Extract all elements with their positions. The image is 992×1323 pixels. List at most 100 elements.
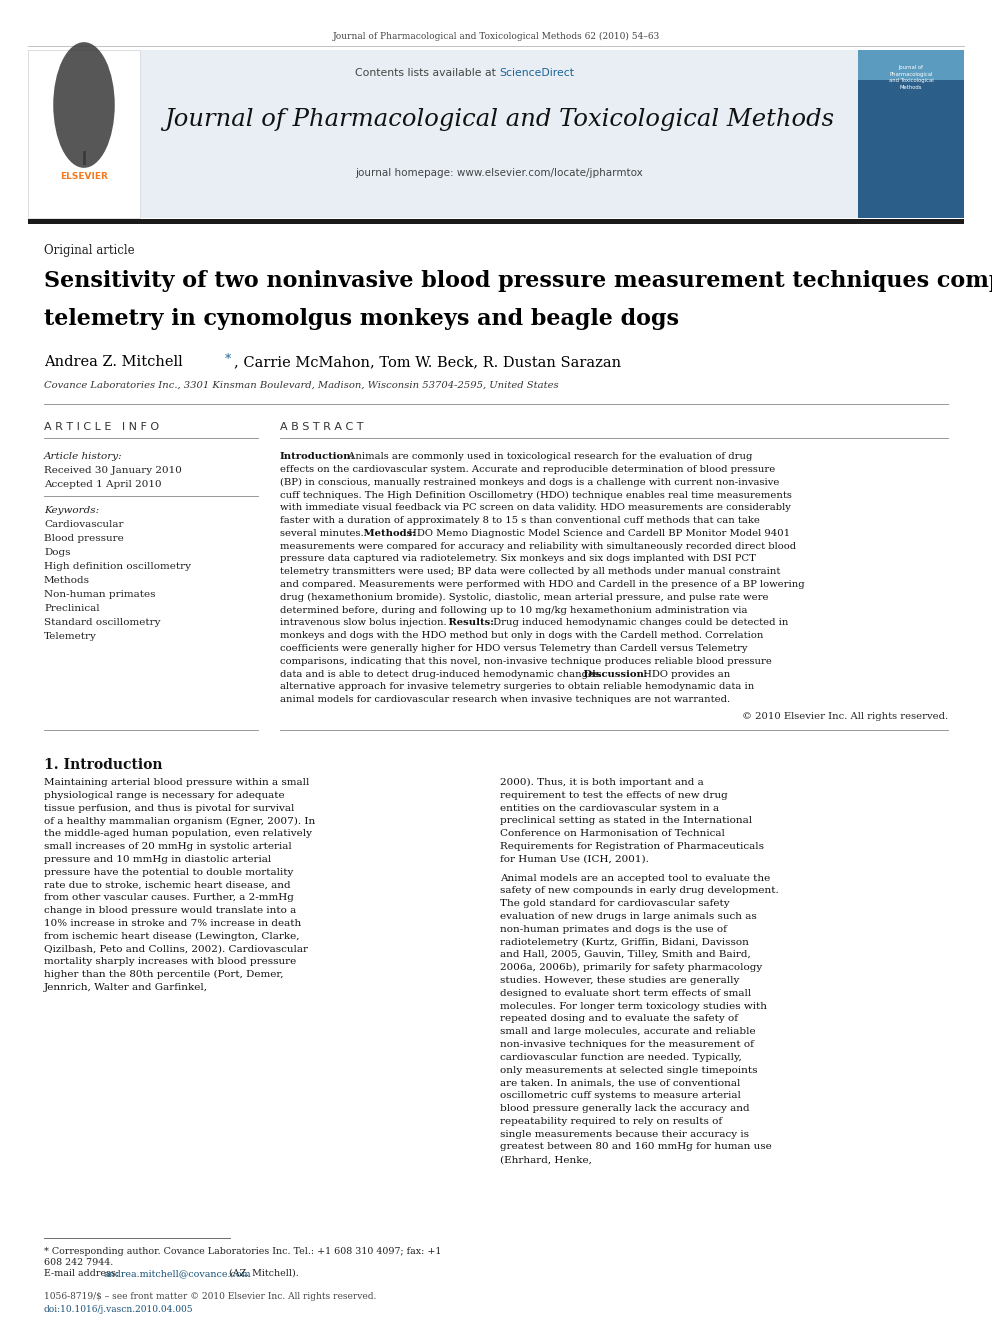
Text: with immediate visual feedback via PC screen on data validity. HDO measurements : with immediate visual feedback via PC sc… [280, 503, 791, 512]
Text: Methods:: Methods: [360, 529, 416, 538]
Bar [858, 50, 964, 218]
Text: Received 30 January 2010: Received 30 January 2010 [44, 466, 182, 475]
Text: ELSEVIER: ELSEVIER [61, 172, 108, 181]
Text: molecules. For longer term toxicology studies with: molecules. For longer term toxicology st… [500, 1002, 767, 1011]
Text: E-mail address:: E-mail address: [44, 1269, 122, 1278]
Text: from other vascular causes. Further, a 2-mmHg: from other vascular causes. Further, a 2… [44, 893, 294, 902]
Text: ScienceDirect: ScienceDirect [499, 67, 574, 78]
Text: blood pressure generally lack the accuracy and: blood pressure generally lack the accura… [500, 1103, 750, 1113]
Text: entities on the cardiovascular system in a: entities on the cardiovascular system in… [500, 803, 719, 812]
Text: © 2010 Elsevier Inc. All rights reserved.: © 2010 Elsevier Inc. All rights reserved… [742, 712, 948, 721]
Text: Standard oscillometry: Standard oscillometry [44, 618, 161, 627]
Text: animal models for cardiovascular research when invasive techniques are not warra: animal models for cardiovascular researc… [280, 695, 730, 704]
Text: telemetry transmitters were used; BP data were collected by all methods under ma: telemetry transmitters were used; BP dat… [280, 568, 781, 577]
Text: HDO provides an: HDO provides an [640, 669, 730, 679]
Text: designed to evaluate short term effects of small: designed to evaluate short term effects … [500, 988, 751, 998]
Text: rate due to stroke, ischemic heart disease, and: rate due to stroke, ischemic heart disea… [44, 880, 291, 889]
Text: monkeys and dogs with the HDO method but only in dogs with the Cardell method. C: monkeys and dogs with the HDO method but… [280, 631, 764, 640]
Text: HDO Memo Diagnostic Model Science and Cardell BP Monitor Model 9401: HDO Memo Diagnostic Model Science and Ca… [405, 529, 790, 538]
Text: Telemetry: Telemetry [44, 632, 97, 642]
Text: Cardiovascular: Cardiovascular [44, 520, 123, 529]
Text: cuff techniques. The High Definition Oscillometry (HDO) technique enables real t: cuff techniques. The High Definition Osc… [280, 491, 792, 500]
Text: 1. Introduction: 1. Introduction [44, 758, 163, 773]
Text: High definition oscillometry: High definition oscillometry [44, 562, 191, 572]
Text: repeatability required to rely on results of: repeatability required to rely on result… [500, 1117, 722, 1126]
Text: A B S T R A C T: A B S T R A C T [280, 422, 363, 433]
Text: The gold standard for cardiovascular safety: The gold standard for cardiovascular saf… [500, 900, 730, 908]
Text: Journal of
Pharmacological
and Toxicological
Methods: Journal of Pharmacological and Toxicolog… [889, 65, 933, 90]
Text: and compared. Measurements were performed with HDO and Cardell in the presence o: and compared. Measurements were performe… [280, 579, 805, 589]
Text: only measurements at selected single timepoints: only measurements at selected single tim… [500, 1065, 758, 1074]
Text: are taken. In animals, the use of conventional: are taken. In animals, the use of conven… [500, 1078, 740, 1088]
Text: Journal of Pharmacological and Toxicological Methods 62 (2010) 54–63: Journal of Pharmacological and Toxicolog… [332, 32, 660, 41]
Text: Keywords:: Keywords: [44, 505, 99, 515]
Ellipse shape [54, 42, 115, 168]
Text: alternative approach for invasive telemetry surgeries to obtain reliable hemodyn: alternative approach for invasive teleme… [280, 683, 754, 692]
Text: Contents lists available at: Contents lists available at [354, 67, 499, 78]
Text: greatest between 80 and 160 mmHg for human use: greatest between 80 and 160 mmHg for hum… [500, 1142, 772, 1151]
Text: several minutes.: several minutes. [280, 529, 364, 538]
Text: journal homepage: www.elsevier.com/locate/jpharmtox: journal homepage: www.elsevier.com/locat… [355, 168, 643, 179]
Text: small increases of 20 mmHg in systolic arterial: small increases of 20 mmHg in systolic a… [44, 841, 292, 851]
Text: Blood pressure: Blood pressure [44, 534, 124, 542]
Text: Andrea Z. Mitchell: Andrea Z. Mitchell [44, 355, 187, 369]
Text: studies. However, these studies are generally: studies. However, these studies are gene… [500, 976, 739, 986]
Text: Article history:: Article history: [44, 452, 123, 460]
Text: Animals are commonly used in toxicological research for the evaluation of drug: Animals are commonly used in toxicologic… [345, 452, 752, 460]
Text: of a healthy mammalian organism (Egner, 2007). In: of a healthy mammalian organism (Egner, … [44, 816, 315, 826]
Bar [28, 220, 964, 224]
Text: , Carrie McMahon, Tom W. Beck, R. Dustan Sarazan: , Carrie McMahon, Tom W. Beck, R. Dustan… [234, 355, 621, 369]
Text: A R T I C L E   I N F O: A R T I C L E I N F O [44, 422, 159, 433]
Text: intravenous slow bolus injection.: intravenous slow bolus injection. [280, 618, 446, 627]
Text: doi:10.1016/j.vascn.2010.04.005: doi:10.1016/j.vascn.2010.04.005 [44, 1304, 193, 1314]
Text: andrea.mitchell@covance.com: andrea.mitchell@covance.com [104, 1269, 252, 1278]
Text: (BP) in conscious, manually restrained monkeys and dogs is a challenge with curr: (BP) in conscious, manually restrained m… [280, 478, 780, 487]
Text: tissue perfusion, and thus is pivotal for survival: tissue perfusion, and thus is pivotal fo… [44, 803, 295, 812]
Text: drug (hexamethonium bromide). Systolic, diastolic, mean arterial pressure, and p: drug (hexamethonium bromide). Systolic, … [280, 593, 769, 602]
Text: safety of new compounds in early drug development.: safety of new compounds in early drug de… [500, 886, 779, 896]
Text: *: * [225, 353, 231, 366]
Text: Animal models are an accepted tool to evaluate the: Animal models are an accepted tool to ev… [500, 873, 770, 882]
Text: Non-human primates: Non-human primates [44, 590, 156, 599]
Text: faster with a duration of approximately 8 to 15 s than conventional cuff methods: faster with a duration of approximately … [280, 516, 760, 525]
Text: telemetry in cynomolgus monkeys and beagle dogs: telemetry in cynomolgus monkeys and beag… [44, 308, 679, 329]
Text: 10% increase in stroke and 7% increase in death: 10% increase in stroke and 7% increase i… [44, 918, 302, 927]
Text: effects on the cardiovascular system. Accurate and reproducible determination of: effects on the cardiovascular system. Ac… [280, 464, 776, 474]
Text: radiotelemetry (Kurtz, Griffin, Bidani, Davisson: radiotelemetry (Kurtz, Griffin, Bidani, … [500, 938, 749, 947]
Text: evaluation of new drugs in large animals such as: evaluation of new drugs in large animals… [500, 912, 757, 921]
Text: * Corresponding author. Covance Laboratories Inc. Tel.: +1 608 310 4097; fax: +1: * Corresponding author. Covance Laborato… [44, 1248, 441, 1256]
Text: data and is able to detect drug-induced hemodynamic changes.: data and is able to detect drug-induced … [280, 669, 602, 679]
Text: coefficients were generally higher for HDO versus Telemetry than Cardell versus : coefficients were generally higher for H… [280, 644, 748, 654]
Text: Maintaining arterial blood pressure within a small: Maintaining arterial blood pressure with… [44, 778, 310, 787]
Text: repeated dosing and to evaluate the safety of: repeated dosing and to evaluate the safe… [500, 1015, 738, 1024]
Text: 608 242 7944.: 608 242 7944. [44, 1258, 113, 1267]
Bar [28, 50, 964, 218]
Text: small and large molecules, accurate and reliable: small and large molecules, accurate and … [500, 1027, 756, 1036]
Text: Results:: Results: [445, 618, 494, 627]
Text: pressure and 10 mmHg in diastolic arterial: pressure and 10 mmHg in diastolic arteri… [44, 855, 271, 864]
Text: measurements were compared for accuracy and reliability with simultaneously reco: measurements were compared for accuracy … [280, 541, 797, 550]
Text: Requirements for Registration of Pharmaceuticals: Requirements for Registration of Pharmac… [500, 841, 764, 851]
Text: and Hall, 2005, Gauvin, Tilley, Smith and Baird,: and Hall, 2005, Gauvin, Tilley, Smith an… [500, 950, 751, 959]
Text: mortality sharply increases with blood pressure: mortality sharply increases with blood p… [44, 958, 297, 966]
Text: Jennrich, Walter and Garfinkel,: Jennrich, Walter and Garfinkel, [44, 983, 208, 992]
Text: Qizilbash, Peto and Collins, 2002). Cardiovascular: Qizilbash, Peto and Collins, 2002). Card… [44, 945, 308, 954]
Text: oscillometric cuff systems to measure arterial: oscillometric cuff systems to measure ar… [500, 1091, 741, 1101]
Text: change in blood pressure would translate into a: change in blood pressure would translate… [44, 906, 297, 916]
Text: Introduction:: Introduction: [280, 452, 355, 460]
Text: Journal of Pharmacological and Toxicological Methods: Journal of Pharmacological and Toxicolog… [164, 108, 834, 131]
Text: Accepted 1 April 2010: Accepted 1 April 2010 [44, 480, 162, 490]
Text: 2000). Thus, it is both important and a: 2000). Thus, it is both important and a [500, 778, 703, 787]
Text: physiological range is necessary for adequate: physiological range is necessary for ade… [44, 791, 285, 800]
Bar [28, 50, 140, 218]
Text: 2006a, 2006b), primarily for safety pharmacology: 2006a, 2006b), primarily for safety phar… [500, 963, 762, 972]
Text: Preclinical: Preclinical [44, 605, 99, 613]
Text: preclinical setting as stated in the International: preclinical setting as stated in the Int… [500, 816, 752, 826]
Text: 1056-8719/$ – see front matter © 2010 Elsevier Inc. All rights reserved.: 1056-8719/$ – see front matter © 2010 El… [44, 1293, 376, 1301]
Text: the middle-aged human population, even relatively: the middle-aged human population, even r… [44, 830, 312, 839]
Text: for Human Use (ICH, 2001).: for Human Use (ICH, 2001). [500, 855, 649, 864]
Text: comparisons, indicating that this novel, non-invasive technique produces reliabl: comparisons, indicating that this novel,… [280, 656, 772, 665]
Text: cardiovascular function are needed. Typically,: cardiovascular function are needed. Typi… [500, 1053, 742, 1062]
Text: Methods: Methods [44, 576, 90, 585]
Text: Covance Laboratories Inc., 3301 Kinsman Boulevard, Madison, Wisconsin 53704-2595: Covance Laboratories Inc., 3301 Kinsman … [44, 381, 558, 390]
